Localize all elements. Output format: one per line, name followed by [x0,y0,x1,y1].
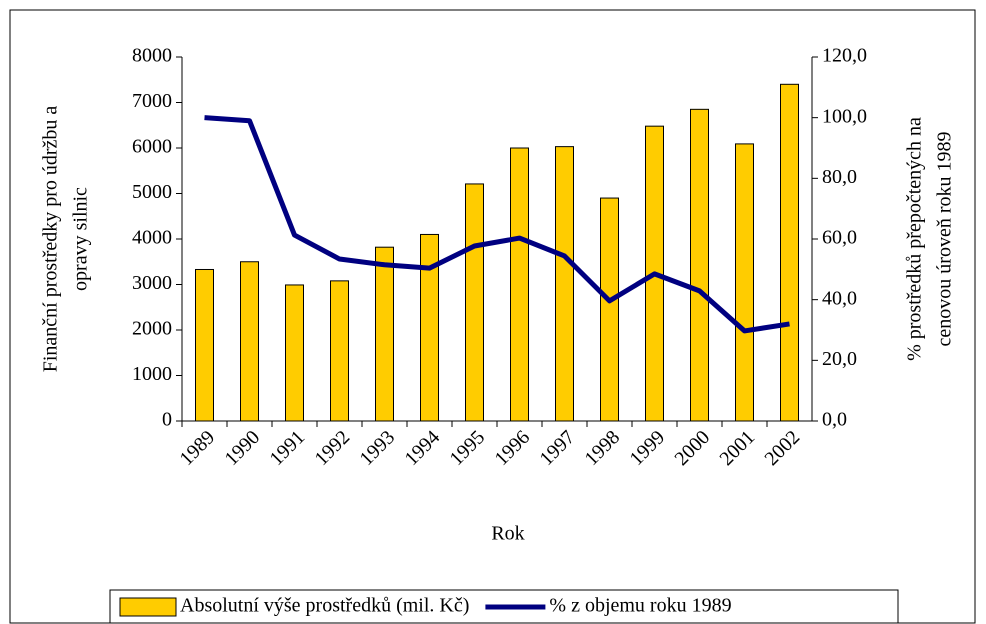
bar [375,246,394,422]
x-tick-label: 1996 [490,426,534,470]
x-tick-label: 1998 [580,426,624,470]
x-tick-label: 2000 [670,426,714,470]
x-tick-label: 1989 [175,426,219,470]
bar [690,108,709,422]
x-tick-label: 1991 [265,426,309,470]
bar [510,147,529,422]
x-tick-label: 1990 [220,426,264,470]
x-tick-label: 2002 [760,426,804,470]
y-tick-label: 1000 [132,363,172,385]
y-axis-title: opravy silnic [70,187,92,291]
bar [330,280,349,422]
x-tick-label: 1999 [625,426,669,470]
y2-axis-title: cenovou úroveň roku 1989 [934,132,956,347]
x-tick-label: 1997 [535,426,579,470]
legend [109,589,899,624]
legend-label: % z objemu roku 1989 [549,595,731,617]
line [204,115,790,334]
y-tick-label: 6000 [132,136,172,158]
y-tick-label: 3000 [132,272,172,294]
bar [195,268,214,422]
y2-tick-label: 60,0 [822,227,857,249]
y-tick-label: 7000 [132,90,172,112]
x-tick-label: 1995 [445,426,489,470]
bar [465,183,484,422]
y-tick-label: 0 [162,409,172,431]
bar [285,284,304,422]
bar [240,261,259,422]
bar [555,146,574,422]
y-tick-label: 4000 [132,227,172,249]
y-axis-title: Finanční prostředky pro údržbu a [40,106,62,373]
x-tick-label: 1994 [400,426,444,470]
y2-tick-label: 20,0 [822,348,857,370]
y-tick-label: 2000 [132,318,172,340]
y2-axis-title: % prostředků přepočtených na [904,117,926,361]
y2-tick-label: 80,0 [822,166,857,188]
x-tick-label: 1993 [355,426,399,470]
bar [780,83,799,422]
y-tick-label: 8000 [132,45,172,67]
y2-tick-label: 100,0 [822,105,867,127]
x-tick-label: 2001 [715,426,759,470]
y2-tick-label: 40,0 [822,287,857,309]
x-tick-label: 1992 [310,426,354,470]
y2-tick-label: 0,0 [822,409,847,431]
y-tick-label: 5000 [132,181,172,203]
x-axis-title: Rok [491,523,524,545]
legend-label: Absolutní výše prostředků (mil. Kč) [180,595,469,617]
bar [735,143,754,422]
y2-tick-label: 120,0 [822,45,867,67]
bar [600,197,619,422]
legend-swatch [119,597,177,617]
